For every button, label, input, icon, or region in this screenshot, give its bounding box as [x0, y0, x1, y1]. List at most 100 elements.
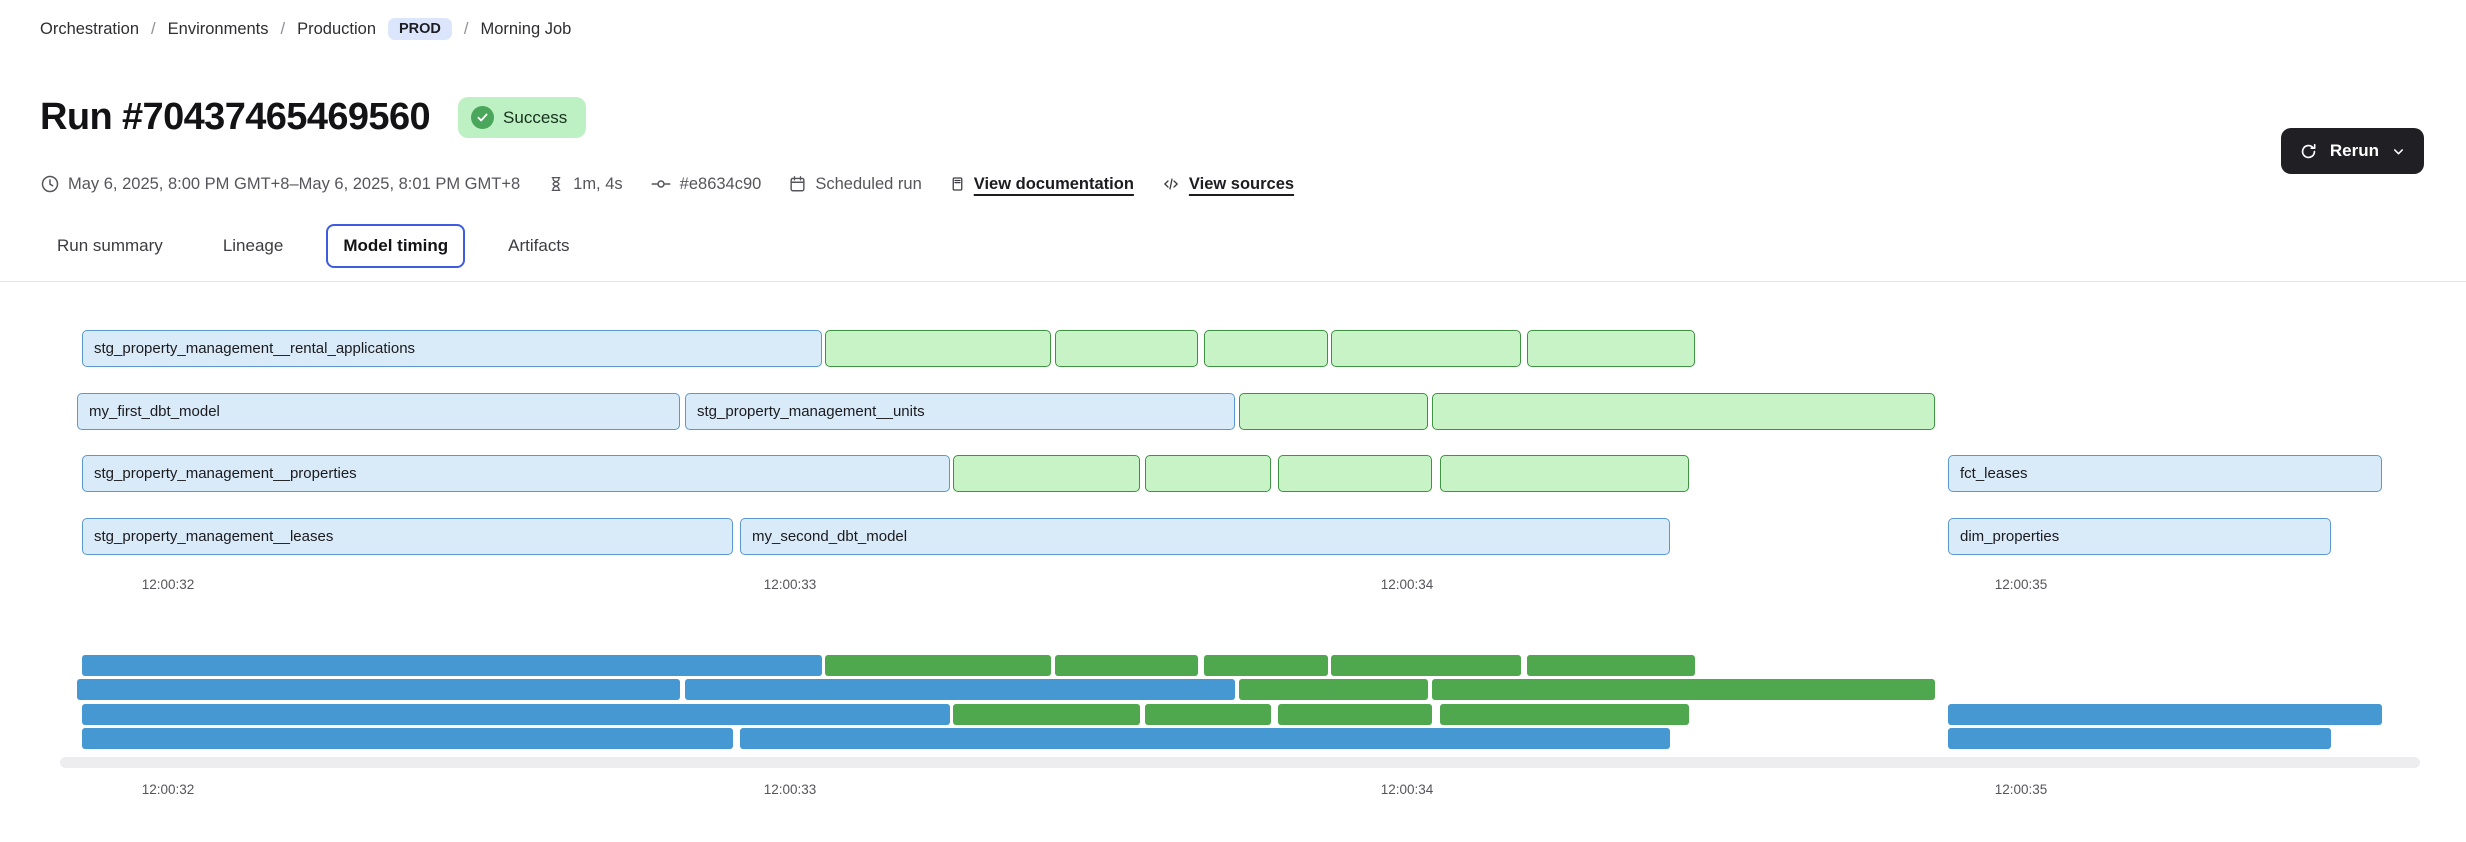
- breadcrumb-orchestration[interactable]: Orchestration: [40, 19, 140, 38]
- tab-artifacts[interactable]: Artifacts: [508, 236, 570, 255]
- gantt-bar-model[interactable]: dim_properties: [1948, 518, 2331, 555]
- check-circle-icon: [471, 106, 495, 129]
- breadcrumb-separator: /: [280, 19, 286, 38]
- gantt-mini-bar: [1204, 655, 1328, 676]
- breadcrumb: Orchestration / Environments / Productio…: [40, 18, 571, 40]
- status-badge: Success: [458, 97, 587, 138]
- gantt-mini-bar: [740, 728, 1670, 749]
- gantt-main-axis: 12:00:32 12:00:33 12:00:34 12:00:35: [60, 577, 2420, 595]
- gantt-mini-bar: [1239, 679, 1428, 700]
- code-icon: [1161, 175, 1181, 193]
- gantt-row: my_first_dbt_model stg_property_managemen…: [60, 393, 2420, 430]
- gantt-mini-row: [60, 728, 2420, 749]
- gantt-bar-test[interactable]: [953, 455, 1140, 492]
- gantt-mini-bar: [1440, 704, 1689, 725]
- run-tabs: Run summary Lineage Model timing Artifac…: [40, 224, 587, 268]
- run-time-range-text: May 6, 2025, 8:00 PM GMT+8–May 6, 2025, …: [68, 174, 521, 193]
- gantt-bar-label: stg_property_management__leases: [94, 528, 334, 545]
- gantt-bar-model[interactable]: stg_property_management__units: [685, 393, 1235, 430]
- page-title: Run #70437465469560: [40, 96, 431, 138]
- breadcrumb-separator: /: [151, 19, 156, 38]
- tab-model-timing[interactable]: Model timing: [326, 224, 466, 268]
- axis-tick-label: 12:00:34: [1380, 577, 1434, 592]
- gantt-bar-model[interactable]: stg_property_management__properties: [82, 455, 950, 492]
- view-sources[interactable]: View sources: [1161, 175, 1294, 194]
- gantt-mini-bar: [685, 679, 1235, 700]
- gantt-mini-row: [60, 679, 2420, 700]
- axis-tick-label: 12:00:32: [141, 782, 195, 797]
- gantt-mini-bar: [1432, 679, 1935, 700]
- tab-run-summary[interactable]: Run summary: [57, 236, 163, 255]
- gantt-bar-model[interactable]: stg_property_management__rental_applicat…: [82, 330, 822, 367]
- gantt-bar-model[interactable]: my_second_dbt_model: [740, 518, 1670, 555]
- tab-lineage[interactable]: Lineage: [222, 236, 284, 255]
- gantt-mini-bar: [1948, 728, 2331, 749]
- gantt-bar-test[interactable]: [825, 330, 1051, 367]
- gantt-bar-test[interactable]: [1278, 455, 1432, 492]
- clock-icon: [40, 174, 60, 194]
- run-duration-text: 1m, 4s: [573, 174, 623, 193]
- gantt-bar-model[interactable]: fct_leases: [1948, 455, 2382, 492]
- breadcrumb-production[interactable]: Production: [297, 19, 377, 38]
- gantt-bar-label: fct_leases: [1960, 465, 2028, 482]
- gantt-bar-test[interactable]: [1331, 330, 1521, 367]
- calendar-icon: [788, 174, 807, 194]
- gantt-bar-test[interactable]: [1432, 393, 1935, 430]
- hourglass-icon: [547, 174, 565, 194]
- axis-tick-label: 12:00:32: [141, 577, 195, 592]
- gantt-bar-test[interactable]: [1204, 330, 1328, 367]
- gantt-mini-bar: [1055, 655, 1198, 676]
- gantt-mini-bar: [1278, 704, 1432, 725]
- axis-tick-label: 12:00:35: [1994, 782, 2048, 797]
- gantt-mini-bar: [82, 728, 733, 749]
- brush-track[interactable]: [60, 757, 2420, 768]
- run-trigger: Scheduled run: [788, 174, 922, 194]
- gantt-bar-test[interactable]: [1440, 455, 1689, 492]
- gantt-bar-test[interactable]: [1145, 455, 1271, 492]
- axis-tick-label: 12:00:35: [1994, 577, 2048, 592]
- gantt-bar-test[interactable]: [1527, 330, 1695, 367]
- commit-hash: #e8634c90: [650, 174, 762, 194]
- axis-tick-label: 12:00:33: [763, 577, 817, 592]
- gantt-row: stg_property_management__rental_applicat…: [60, 330, 2420, 367]
- gantt-mini-bar: [953, 704, 1140, 725]
- gantt-bar-test[interactable]: [1055, 330, 1198, 367]
- gantt-bar-label: stg_property_management__rental_applicat…: [94, 340, 416, 357]
- rerun-label: Rerun: [2329, 141, 2379, 160]
- commit-icon: [650, 174, 672, 194]
- gantt-mini-row: [60, 655, 2420, 676]
- view-sources-link[interactable]: View sources: [1188, 174, 1295, 193]
- gantt-bar-model[interactable]: stg_property_management__leases: [82, 518, 733, 555]
- breadcrumb-environments[interactable]: Environments: [167, 19, 269, 38]
- gantt-bar-label: my_first_dbt_model: [89, 403, 220, 420]
- view-documentation[interactable]: View documentation: [949, 174, 1134, 194]
- run-meta-row: May 6, 2025, 8:00 PM GMT+8–May 6, 2025, …: [40, 174, 1294, 194]
- gantt-bar-test[interactable]: [1239, 393, 1428, 430]
- gantt-mini-bar: [1527, 655, 1695, 676]
- view-documentation-link[interactable]: View documentation: [973, 174, 1134, 193]
- document-icon: [949, 174, 966, 194]
- run-header: Run #70437465469560 Success: [40, 96, 587, 139]
- environment-badge: PROD: [388, 18, 452, 40]
- run-time-range: May 6, 2025, 8:00 PM GMT+8–May 6, 2025, …: [40, 174, 520, 194]
- rerun-button[interactable]: Rerun: [2280, 128, 2424, 174]
- commit-hash-text: #e8634c90: [679, 174, 762, 193]
- gantt-mini-bar: [1948, 704, 2382, 725]
- gantt-mini-bar: [77, 679, 680, 700]
- gantt-mini-bar: [82, 655, 822, 676]
- gantt-mini-bar: [1145, 704, 1271, 725]
- gantt-bar-model[interactable]: my_first_dbt_model: [77, 393, 680, 430]
- gantt-row: stg_property_management__properties fct_l…: [60, 455, 2420, 492]
- gantt-bar-label: dim_properties: [1960, 528, 2060, 545]
- run-duration: 1m, 4s: [547, 174, 623, 194]
- gantt-mini-row: [60, 704, 2420, 725]
- tabs-divider: [0, 281, 2466, 282]
- gantt-mini-axis: 12:00:32 12:00:33 12:00:34 12:00:35: [60, 782, 2420, 800]
- gantt-mini-bar: [825, 655, 1051, 676]
- refresh-icon: [2299, 142, 2318, 161]
- gantt-bar-label: stg_property_management__properties: [94, 465, 357, 482]
- gantt-mini-bar: [82, 704, 950, 725]
- breadcrumb-morning-job[interactable]: Morning Job: [480, 19, 572, 38]
- run-trigger-text: Scheduled run: [815, 174, 922, 193]
- gantt-bar-label: my_second_dbt_model: [752, 528, 908, 545]
